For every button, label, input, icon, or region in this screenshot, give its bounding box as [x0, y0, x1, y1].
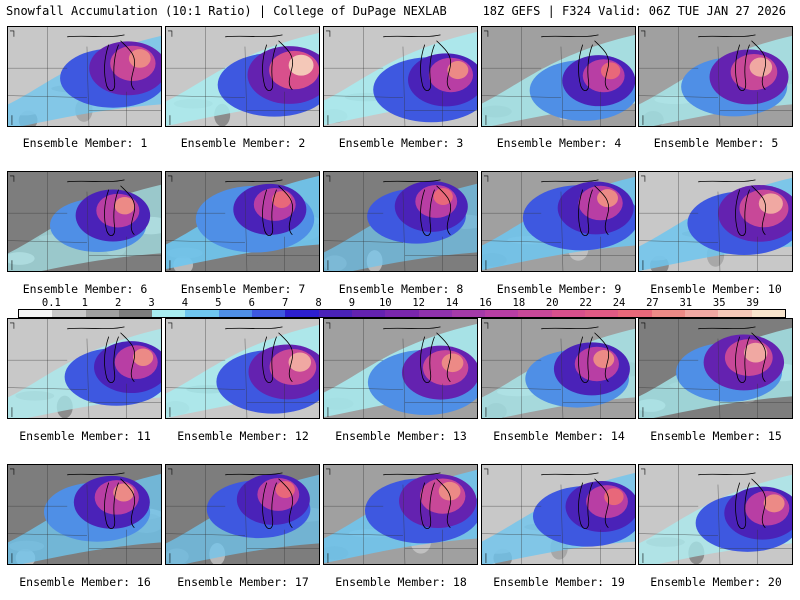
ensemble-member-map: [638, 171, 793, 272]
colorbar-legend: [18, 309, 786, 318]
ensemble-member-label: Ensemble Member: 4: [496, 136, 622, 150]
colorbar-swatch: [351, 310, 386, 317]
colorbar-swatch: [385, 310, 419, 317]
ensemble-member-map: [481, 26, 636, 127]
ensemble-member-label: Ensemble Member: 2: [180, 136, 306, 150]
ensemble-member-label: Ensemble Member: 17: [177, 575, 309, 589]
colorbar-swatch: [85, 310, 119, 317]
ensemble-member-map: [165, 171, 320, 272]
chart-title: Snowfall Accumulation (10:1 Ratio) | Col…: [6, 4, 447, 18]
legend-tick-label: 0.1: [41, 297, 61, 309]
ensemble-member-label: Ensemble Member: 16: [19, 575, 151, 589]
ensemble-member-label: Ensemble Member: 7: [180, 282, 306, 296]
ensemble-member-map: [7, 318, 162, 419]
ensemble-member-map: [7, 171, 162, 272]
legend-tick-label: 4: [181, 297, 189, 309]
colorbar-swatch: [418, 310, 452, 317]
legend-tick-label: 31: [679, 297, 693, 309]
ensemble-member-map: [165, 464, 320, 565]
ensemble-member-map: [7, 26, 162, 127]
colorbar-swatch: [684, 310, 719, 317]
colorbar-swatch: [651, 310, 685, 317]
ensemble-member-map: [638, 464, 793, 565]
ensemble-member-label: Ensemble Member: 13: [335, 429, 467, 443]
legend-tick-label: 27: [646, 297, 659, 309]
colorbar-swatch: [618, 310, 652, 317]
ensemble-member-map: [165, 26, 320, 127]
colorbar-swatch: [218, 310, 253, 317]
ensemble-member-map: [7, 464, 162, 565]
legend-tick-label: 2: [115, 297, 122, 309]
legend-tick-label: 1: [81, 297, 88, 309]
colorbar-swatch: [318, 310, 352, 317]
legend-tick-label: 10: [378, 297, 392, 309]
ensemble-member-label: Ensemble Member: 19: [493, 575, 625, 589]
legend-ticks: 0.1 1 2 3 4 5 6 7 8 9 10 12 14 16 18 20 22 24 27 31 35 39: [0, 297, 800, 309]
colorbar-swatch: [518, 310, 552, 317]
ensemble-member-map: [481, 464, 636, 565]
ensemble-member-map: [638, 318, 793, 419]
ensemble-member-map: [638, 26, 793, 127]
legend-tick-label: 3: [148, 297, 155, 309]
legend-tick-label: 7: [281, 297, 289, 309]
ensemble-member-label: Ensemble Member: 1: [22, 136, 148, 150]
ensemble-member-map: [165, 318, 320, 419]
ensemble-member-label: Ensemble Member: 8: [338, 282, 464, 296]
colorbar-swatch: [152, 310, 186, 317]
ensemble-member-label: Ensemble Member: 12: [177, 429, 309, 443]
ensemble-member-map: [481, 171, 636, 272]
ensemble-member-label: Ensemble Member: 5: [653, 136, 779, 150]
colorbar-swatch: [485, 310, 519, 317]
legend-tick-label: 20: [545, 297, 559, 309]
legend-tick-label: 14: [445, 297, 459, 309]
legend-tick-label: 8: [315, 297, 322, 309]
colorbar-swatch: [19, 310, 53, 317]
ensemble-member-label: Ensemble Member: 6: [22, 282, 148, 296]
colorbar-swatch: [751, 310, 785, 317]
ensemble-member-label: Ensemble Member: 20: [650, 575, 782, 589]
colorbar-swatch: [118, 310, 153, 317]
ensemble-member-label: Ensemble Member: 10: [650, 282, 782, 296]
colorbar-swatch: [185, 310, 219, 317]
legend-tick-label: 5: [215, 297, 222, 309]
ensemble-member-map: [323, 26, 478, 127]
colorbar-swatch: [252, 310, 286, 317]
ensemble-member-map: [323, 171, 478, 272]
ensemble-member-label: Ensemble Member: 9: [496, 282, 622, 296]
legend-tick-label: 22: [579, 297, 592, 309]
legend-tick-label: 39: [746, 297, 759, 309]
colorbar-swatch: [585, 310, 619, 317]
legend-tick-label: 12: [412, 297, 426, 309]
colorbar-swatch: [52, 310, 86, 317]
legend-tick-label: 24: [612, 297, 626, 309]
ensemble-member-map: [323, 318, 478, 419]
legend-tick-label: 6: [248, 297, 255, 309]
colorbar-swatch: [551, 310, 586, 317]
legend-tick-label: 35: [712, 297, 726, 309]
colorbar-swatch: [285, 310, 319, 317]
legend-tick-label: 9: [348, 297, 356, 309]
ensemble-member-label: Ensemble Member: 3: [338, 136, 464, 150]
colorbar-swatch: [451, 310, 486, 317]
ensemble-member-label: Ensemble Member: 15: [650, 429, 782, 443]
ensemble-member-label: Ensemble Member: 11: [19, 429, 151, 443]
legend-tick-label: 16: [479, 297, 492, 309]
ensemble-member-map: [481, 318, 636, 419]
colorbar-swatch: [718, 310, 752, 317]
legend-tick-label: 18: [512, 297, 526, 309]
ensemble-member-label: Ensemble Member: 18: [335, 575, 467, 589]
ensemble-member-label: Ensemble Member: 14: [493, 429, 625, 443]
model-valid-time: 18Z GEFS | F324 Valid: 06Z TUE JAN 27 20…: [482, 4, 786, 18]
ensemble-member-map: [323, 464, 478, 565]
